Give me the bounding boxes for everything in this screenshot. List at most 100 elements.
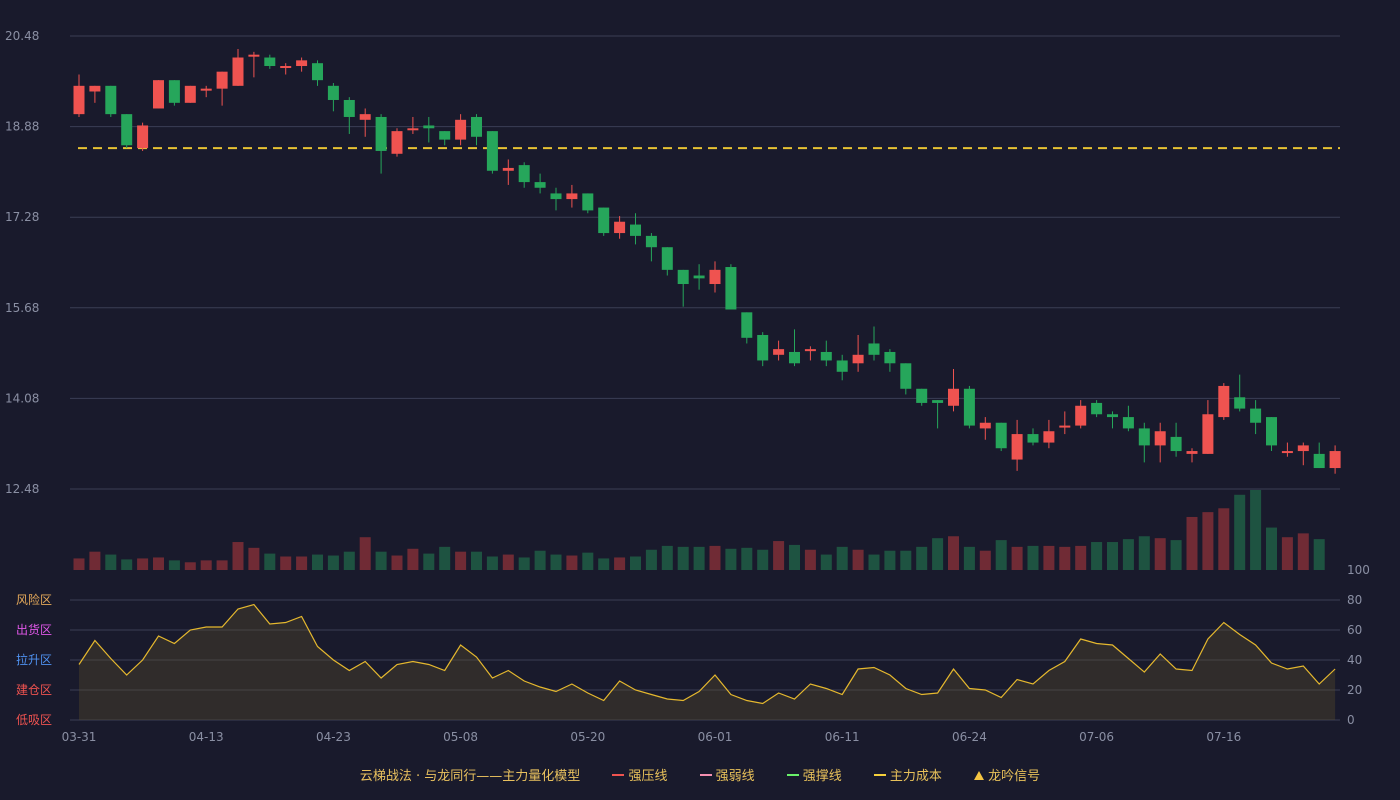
candle-body	[614, 221, 626, 234]
candle-body	[661, 247, 673, 270]
volume-bar	[73, 558, 85, 570]
candle-body	[963, 388, 975, 426]
volume-bar	[709, 545, 721, 570]
volume-bar	[312, 554, 323, 570]
candle-body	[518, 165, 530, 183]
volume-bar	[153, 557, 164, 570]
candle-body	[264, 57, 276, 67]
candle-body	[1011, 434, 1023, 460]
candle-body	[1250, 408, 1262, 423]
legend-item-support[interactable]: 强撑线	[786, 765, 842, 784]
volume-bar	[89, 551, 101, 570]
volume-bar	[296, 556, 308, 570]
candle-body	[1186, 451, 1198, 454]
candlesticks[interactable]	[73, 49, 1341, 474]
zone-label: 拉升区	[16, 652, 52, 667]
volume-bar	[1091, 542, 1103, 570]
volume-bar	[1218, 508, 1230, 570]
chart-legend: 云梯战法 · 与龙同行——主力量化模型 强压线 强弱线 强撑线 主力成本 龙吟信…	[0, 765, 1400, 784]
candle-body	[89, 85, 101, 92]
volume-bar	[1186, 516, 1198, 570]
volume-bar	[932, 538, 944, 570]
date-tick-label: 05-08	[443, 730, 478, 744]
candle-body	[1329, 451, 1341, 469]
legend-item-dragon-signal[interactable]: 龙吟信号	[974, 765, 1040, 784]
volume-bar	[836, 546, 848, 570]
date-tick-label: 04-13	[189, 730, 224, 744]
candle-body	[375, 116, 387, 151]
candle-body	[868, 343, 880, 355]
volume-bar	[264, 553, 276, 570]
volume-bar	[566, 555, 578, 570]
volume-bar	[121, 559, 133, 570]
legend-label-strength: 强弱线	[715, 769, 755, 784]
price-grid	[70, 35, 1340, 490]
price-tick-label: 12.48	[5, 482, 39, 496]
price-tick-label: 18.88	[5, 120, 39, 134]
price-tick-label: 15.68	[5, 301, 39, 315]
oscillator-tick-label: 60	[1347, 623, 1362, 637]
candle-body	[407, 128, 419, 131]
volume-bar	[1107, 542, 1118, 570]
candle-body	[121, 114, 133, 146]
volume-bar	[518, 557, 530, 570]
volume-bar	[900, 550, 912, 570]
candle-body	[534, 182, 546, 188]
date-tick-label: 03-31	[62, 730, 97, 744]
legend-item-main-cost[interactable]: 主力成本	[873, 765, 942, 784]
legend-title: 云梯战法 · 与龙同行——主力量化模型	[359, 769, 581, 784]
candle-body	[248, 54, 260, 57]
volume-bar	[614, 557, 626, 570]
volume-bar	[550, 554, 562, 570]
candle-body	[1154, 431, 1166, 446]
candle-body	[550, 193, 562, 200]
volume-bar	[105, 554, 117, 570]
candle-body	[1043, 431, 1055, 443]
volume-bar	[280, 556, 292, 570]
oscillator-tick-label: 0	[1347, 713, 1355, 727]
candle-body	[916, 388, 928, 403]
legend-swatch-support	[786, 773, 799, 776]
volume-bar	[200, 560, 212, 570]
candle-body	[153, 80, 164, 109]
candle-body	[1170, 436, 1182, 452]
candle-body	[932, 400, 944, 403]
candle-body	[1091, 402, 1103, 415]
candle-body	[391, 131, 403, 154]
volume-bar	[1043, 545, 1055, 570]
volume-bar	[423, 553, 435, 570]
volume-bar	[995, 540, 1007, 570]
volume-bar	[741, 547, 753, 570]
candle-body	[836, 360, 848, 372]
oscillator-area	[78, 603, 1336, 720]
zone-label: 低吸区	[16, 713, 52, 727]
legend-swatch-resistance	[612, 773, 625, 776]
volume-bar	[486, 556, 498, 570]
candle-body	[200, 88, 212, 91]
candle-body	[502, 167, 514, 171]
volume-bar	[375, 551, 387, 570]
volume-bar	[725, 548, 737, 570]
legend-item-strength[interactable]: 强弱线	[699, 765, 755, 784]
candle-body	[852, 354, 864, 364]
candle-body	[1313, 453, 1325, 469]
candle-body	[709, 269, 721, 285]
legend-swatch-main-cost	[873, 773, 886, 776]
candle-body	[73, 85, 85, 115]
candle-body	[327, 85, 339, 100]
candle-body	[773, 349, 785, 355]
candle-body	[486, 131, 498, 171]
volume-bar	[868, 554, 880, 570]
price-tick-label: 20.48	[5, 29, 39, 43]
oscillator-right-ticks: 0 20 40 60 80 100	[1347, 563, 1370, 727]
candle-body	[168, 80, 180, 103]
candle-body	[693, 275, 705, 279]
volume-bar	[1138, 536, 1150, 570]
date-axis: 03-31 04-13 04-23 05-08 05-20 06-01 06-11 06-24…	[62, 730, 1242, 744]
legend-item-resistance[interactable]: 强压线	[612, 765, 667, 784]
candle-body	[312, 63, 323, 81]
candle-body	[1234, 397, 1246, 409]
volume-bar	[502, 554, 514, 570]
